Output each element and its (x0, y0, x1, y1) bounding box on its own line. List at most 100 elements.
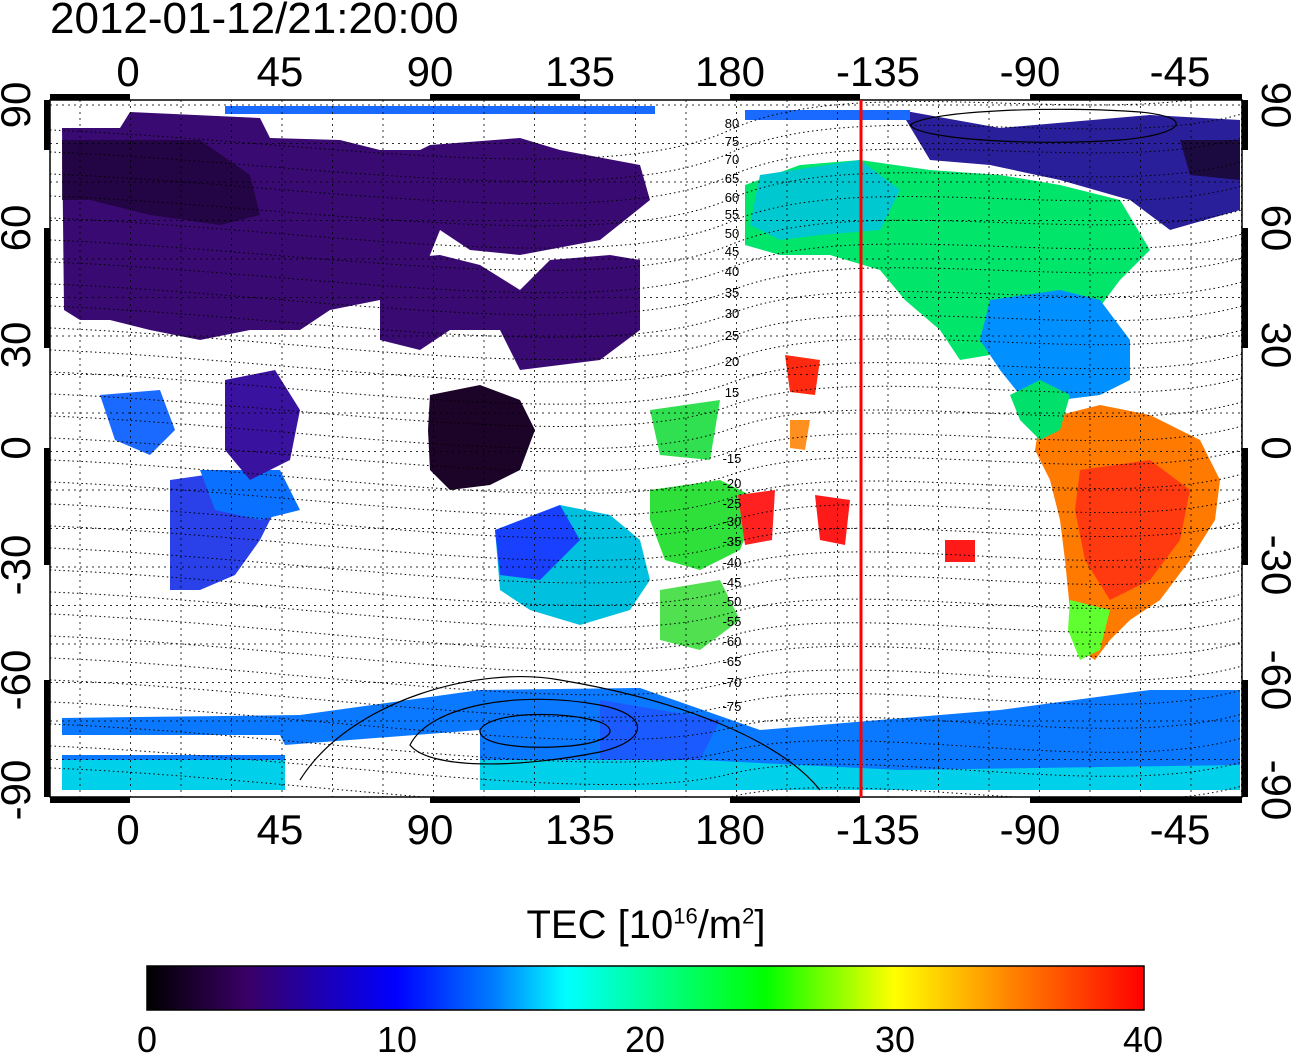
frame-tick-bar (1242, 680, 1248, 797)
contour-line (50, 281, 1242, 338)
contour-line (50, 113, 1242, 182)
contour-line (50, 569, 1242, 606)
contour-label: 55 (725, 207, 739, 222)
right-lat-tick-label: 90 (1253, 82, 1292, 129)
frame-tick-bar (430, 797, 580, 803)
contour-label: 65 (725, 171, 739, 186)
contour-label: -40 (723, 555, 742, 570)
frame-tick-bar (44, 448, 50, 565)
contour-line (50, 377, 1242, 427)
contour-line (50, 473, 1242, 517)
top-lon-tick-label: 90 (407, 48, 454, 95)
contour-line (50, 161, 1242, 227)
contour-line (50, 545, 1242, 584)
top-lon-tick-label: -90 (1000, 48, 1061, 95)
frame-tick-bar (44, 228, 50, 348)
contour-label: 25 (725, 328, 739, 343)
tec-region-south-asia (428, 385, 535, 490)
contour-label: 40 (725, 264, 739, 279)
frame-tick-bar (44, 100, 50, 150)
top-lon-tick-label: -135 (836, 48, 920, 95)
tec-region-africa (100, 390, 175, 455)
right-lat-tick-label: 30 (1253, 322, 1292, 369)
bottom-lon-tick-label: 135 (545, 806, 615, 853)
contour-line (50, 497, 1242, 539)
bottom-lon-tick-label: 90 (407, 806, 454, 853)
contour-line (50, 521, 1242, 562)
right-lat-tick-label: -30 (1253, 535, 1292, 596)
bottom-lon-tick-label: 45 (257, 806, 304, 853)
contour-label: -45 (723, 575, 742, 590)
contour-line (50, 425, 1242, 472)
frame-tick-bar (1030, 94, 1180, 100)
bottom-lon-tick-label: 0 (116, 806, 139, 853)
contour-line (50, 745, 1242, 786)
left-lat-tick-label: 90 (0, 82, 39, 129)
contour-line (50, 701, 1242, 741)
right-lat-tick-label: -90 (1253, 760, 1292, 821)
top-lon-tick-label: 0 (116, 48, 139, 95)
frame-tick-bar (50, 94, 130, 100)
magnetic-contours (50, 100, 1242, 797)
contour-label: 70 (725, 152, 739, 167)
frame-tick-bar (1242, 100, 1248, 150)
frame-tick-bar (1180, 797, 1242, 803)
timestamp-title: 2012-01-12/21:20:00 (50, 0, 459, 43)
colorbar-title: TEC [1016/m2] (526, 903, 766, 947)
contour-solid-1 (299, 676, 821, 791)
contour-solid-3 (479, 713, 611, 748)
tec-region-south-pacific (650, 480, 760, 570)
colorbar-tick-label: 30 (875, 1019, 915, 1057)
contour-solid-4 (909, 108, 1177, 143)
frame-tick-bar (1180, 94, 1242, 100)
frame-tick-bar (1242, 448, 1248, 565)
tec-data-layer (50, 100, 1242, 797)
contour-line (50, 185, 1242, 249)
top-lon-tick-label: -45 (1150, 48, 1211, 95)
frame-tick-bar (730, 797, 860, 803)
contour-line (50, 657, 1242, 696)
contour-label: 80 (725, 116, 739, 131)
contour-label: 45 (725, 244, 739, 259)
frame-tick-bar (50, 797, 130, 803)
contour-label: -20 (723, 476, 742, 491)
contour-line (50, 100, 1194, 160)
contour-label: -55 (723, 614, 742, 629)
contour-line (50, 679, 1242, 718)
left-lat-tick-label: 60 (0, 205, 39, 252)
bottom-lon-tick-label: -90 (1000, 806, 1061, 853)
contour-label: -25 (723, 496, 742, 511)
contour-line (50, 353, 1242, 405)
bottom-lon-tick-label: -45 (1150, 806, 1211, 853)
colorbar-ticks: 0 10 20 30 40 (137, 1019, 1163, 1057)
colorbar (146, 965, 1145, 1011)
contour-label: 30 (725, 306, 739, 321)
contour-line (50, 329, 1242, 383)
colorbar-tick-label: 20 (625, 1019, 665, 1057)
right-lat-tick-label: -60 (1253, 650, 1292, 711)
contour-line (50, 305, 1242, 361)
contour-line (50, 401, 1242, 450)
contour-label: -65 (723, 654, 742, 669)
contour-label: 75 (725, 134, 739, 149)
contour-line (50, 613, 1242, 651)
axis-labels: 0 45 90 135 180 -135 -90 -45 0 45 90 135 180 -135 -90 -… (0, 48, 1292, 853)
contour-label: 35 (725, 285, 739, 300)
contour-line (50, 591, 1242, 629)
contour-label: -35 (723, 534, 742, 549)
contour-label: -75 (723, 699, 742, 714)
top-lon-tick-label: 45 (257, 48, 304, 95)
left-lat-tick-label: 0 (0, 436, 39, 459)
bottom-lon-tick-label: 180 (695, 806, 765, 853)
contour-line (50, 257, 1242, 316)
contour-labels: 80 75 70 65 60 55 50 45 40 35 30 25 20 15 -15 -20 -25 -30… (723, 116, 742, 714)
frame-tick-bar (1030, 797, 1180, 803)
contour-label: 20 (725, 354, 739, 369)
frame-tick-bar (730, 94, 860, 100)
contour-label: 15 (725, 385, 739, 400)
right-lat-tick-label: 0 (1253, 436, 1292, 459)
colorbar-tick-label: 10 (377, 1019, 417, 1057)
bottom-lon-tick-label: -135 (836, 806, 920, 853)
frame-tick-bar (44, 680, 50, 797)
